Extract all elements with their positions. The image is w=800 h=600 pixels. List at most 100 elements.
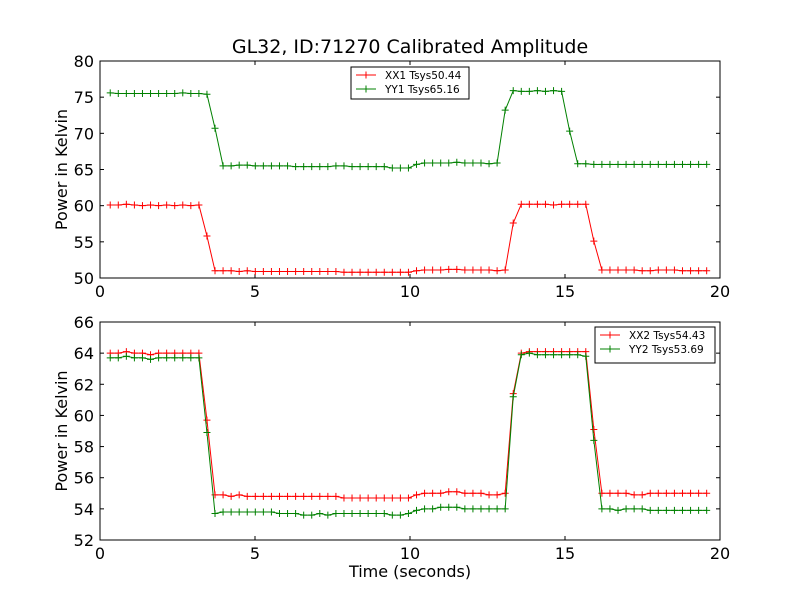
data-point (695, 506, 703, 514)
data-point (292, 510, 300, 518)
data-point (324, 267, 332, 275)
data-point (251, 508, 259, 516)
data-point (308, 492, 316, 500)
data-point (155, 90, 163, 98)
data-point (533, 200, 541, 208)
data-point (453, 503, 461, 511)
data-point (340, 494, 348, 502)
y-tick-label: 50 (74, 269, 94, 288)
data-point (525, 349, 533, 357)
data-point (308, 163, 316, 171)
data-point (445, 159, 453, 167)
data-point (469, 159, 477, 167)
data-point (695, 160, 703, 168)
data-point (114, 90, 122, 98)
data-point (437, 159, 445, 167)
legend-box (594, 326, 716, 364)
data-point (243, 492, 251, 500)
data-point (380, 268, 388, 276)
data-point (477, 505, 485, 513)
data-point (300, 492, 308, 500)
data-point (388, 268, 396, 276)
data-point (324, 511, 332, 519)
data-point (267, 492, 275, 500)
data-point (558, 87, 566, 95)
data-point (155, 202, 163, 210)
data-point (509, 87, 517, 95)
data-point (203, 416, 211, 424)
data-point (243, 267, 251, 275)
data-point (227, 267, 235, 275)
data-point (179, 354, 187, 362)
data-point (630, 160, 638, 168)
data-point (388, 511, 396, 519)
data-point (525, 87, 533, 95)
data-point (703, 506, 711, 514)
data-point (614, 160, 622, 168)
x-tick-label: 15 (555, 544, 575, 563)
data-point (122, 90, 130, 98)
data-point (598, 266, 606, 274)
data-point (646, 506, 654, 514)
data-point (509, 219, 517, 227)
data-point (493, 505, 501, 513)
data-point (284, 162, 292, 170)
data-point (138, 90, 146, 98)
legend-marker (362, 71, 370, 79)
data-point (541, 200, 549, 208)
y-axis-label: Power in Kelvin (52, 109, 71, 230)
data-point (275, 510, 283, 518)
data-point (437, 489, 445, 497)
data-point (396, 494, 404, 502)
data-point (421, 489, 429, 497)
data-point (501, 505, 509, 513)
data-point (429, 266, 437, 274)
y-tick-label: 70 (74, 124, 94, 143)
y-tick-label: 62 (74, 375, 94, 394)
data-point (275, 267, 283, 275)
data-point (284, 267, 292, 275)
data-point (340, 268, 348, 276)
data-point (662, 489, 670, 497)
data-point (445, 503, 453, 511)
data-point (574, 351, 582, 359)
data-point (267, 267, 275, 275)
data-point (179, 89, 187, 97)
data-point (235, 161, 243, 169)
data-point (678, 160, 686, 168)
data-point (251, 267, 259, 275)
data-point (614, 266, 622, 274)
data-point (429, 489, 437, 497)
data-point (622, 505, 630, 513)
data-point (654, 266, 662, 274)
legend-label: YY1 Tsys65.16 (384, 84, 460, 96)
data-point (267, 508, 275, 516)
data-point (404, 164, 412, 172)
data-point (243, 508, 251, 516)
data-point (259, 267, 267, 275)
data-point (138, 354, 146, 362)
x-tick-label: 0 (95, 544, 105, 563)
data-point (404, 510, 412, 518)
data-point (622, 266, 630, 274)
data-point (413, 506, 421, 514)
data-point (227, 508, 235, 516)
data-point (501, 489, 509, 497)
y-tick-label: 52 (74, 531, 94, 550)
data-point (670, 266, 678, 274)
data-point (517, 351, 525, 359)
data-point (654, 160, 662, 168)
data-point (340, 162, 348, 170)
data-point (380, 510, 388, 518)
data-point (130, 90, 138, 98)
data-point (453, 265, 461, 273)
data-point (259, 492, 267, 500)
data-point (364, 494, 372, 502)
data-point (122, 200, 130, 208)
chart-panel-2: 0 5 10 15 20 52 54 56 58 60 62 64 66 Power in Kelvin T… (52, 313, 730, 581)
data-point (187, 202, 195, 210)
data-point (662, 160, 670, 168)
y-tick-label: 54 (74, 500, 94, 519)
data-point (251, 492, 259, 500)
data-point (227, 492, 235, 500)
